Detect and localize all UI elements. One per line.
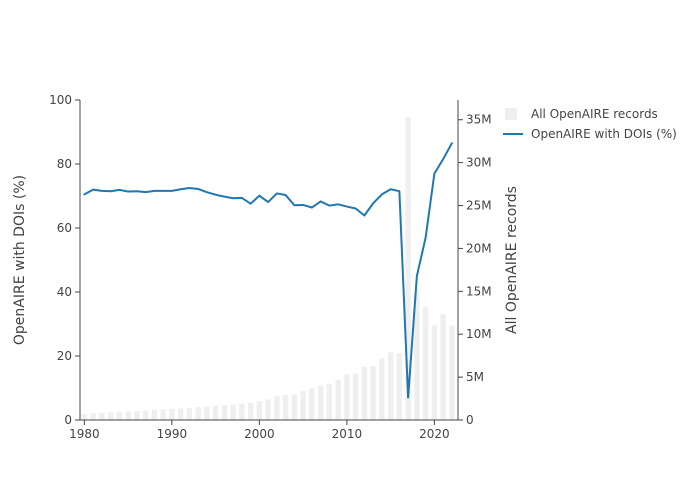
bar-1994 — [204, 406, 210, 420]
bar-2011 — [352, 373, 359, 420]
right-tick-label-0: 0 — [466, 413, 474, 427]
bar-2000 — [256, 401, 263, 420]
bar-2008 — [326, 383, 333, 420]
bar-2009 — [335, 379, 341, 420]
bar-1981 — [90, 413, 96, 420]
right-tick-label-30M: 30M — [466, 156, 492, 170]
bar-1980 — [81, 413, 88, 420]
line-series-doi-percent — [83, 142, 453, 399]
x-tick-label-1990: 1990 — [157, 427, 188, 441]
left-tick-label-100: 100 — [49, 93, 72, 107]
bar-1996 — [221, 404, 228, 420]
bar-1987 — [142, 410, 149, 420]
bar-1995 — [212, 405, 219, 420]
bar-1997 — [230, 404, 236, 420]
bar-2013 — [370, 365, 376, 420]
legend-swatch-all-records — [505, 108, 517, 120]
legend[interactable]: All OpenAIRE records OpenAIRE with DOIs (… — [503, 107, 677, 141]
bar-1984 — [116, 411, 123, 420]
x-tick-label-2000: 2000 — [244, 427, 275, 441]
bar-2019 — [422, 306, 429, 420]
bar-1989 — [160, 409, 166, 420]
axes: 0 20 40 60 80 100 0 5M 10M 15M 20M 25M 30M 35M 1980 199… — [12, 93, 520, 441]
bar-2018 — [414, 290, 420, 420]
bar-1988 — [151, 409, 158, 420]
bar-1985 — [125, 411, 131, 420]
bar-2015 — [387, 352, 394, 420]
right-tick-label-25M: 25M — [466, 199, 492, 213]
bar-2007 — [317, 385, 324, 420]
bar-2012 — [361, 366, 368, 420]
left-tick-label-40: 40 — [57, 285, 72, 299]
bar-1990 — [169, 408, 175, 420]
right-tick-label-15M: 15M — [466, 284, 492, 298]
bar-2020 — [431, 325, 438, 420]
right-tick-label-20M: 20M — [466, 241, 492, 255]
bar-1983 — [107, 412, 114, 420]
bar-1992 — [186, 407, 193, 420]
x-tick-label-2020: 2020 — [419, 427, 450, 441]
bar-2017 — [405, 117, 411, 420]
legend-label-doi-percent: OpenAIRE with DOIs (%) — [531, 127, 677, 141]
left-tick-label-0: 0 — [64, 413, 72, 427]
x-tick-label-1980: 1980 — [69, 427, 100, 441]
bar-1991 — [177, 408, 184, 420]
bar-2004 — [291, 394, 298, 420]
right-tick-label-5M: 5M — [466, 370, 484, 384]
bar-1982 — [99, 412, 105, 420]
x-tick-label-2010: 2010 — [332, 427, 363, 441]
bar-1986 — [134, 410, 140, 420]
left-tick-label-60: 60 — [57, 221, 72, 235]
bar-2022 — [449, 325, 455, 420]
bar-2005 — [300, 390, 306, 420]
bar-2014 — [379, 358, 385, 420]
bar-1993 — [195, 407, 201, 420]
bar-1998 — [239, 403, 245, 420]
bar-1999 — [247, 402, 254, 420]
bar-2021 — [440, 314, 446, 420]
right-tick-label-10M: 10M — [466, 327, 492, 341]
right-tick-label-35M: 35M — [466, 113, 492, 127]
left-tick-label-20: 20 — [57, 349, 72, 363]
left-axis-title: OpenAIRE with DOIs (%) — [12, 175, 28, 345]
bar-2010 — [344, 374, 350, 420]
left-tick-label-80: 80 — [57, 157, 72, 171]
bar-2001 — [265, 399, 271, 420]
bar-2016 — [396, 353, 403, 420]
bar-2002 — [274, 395, 280, 420]
legend-label-all-records: All OpenAIRE records — [531, 107, 658, 121]
bar-2003 — [282, 395, 289, 420]
bar-series-all-records — [81, 117, 455, 420]
right-axis-title: All OpenAIRE records — [504, 186, 520, 334]
bar-2006 — [309, 388, 315, 420]
